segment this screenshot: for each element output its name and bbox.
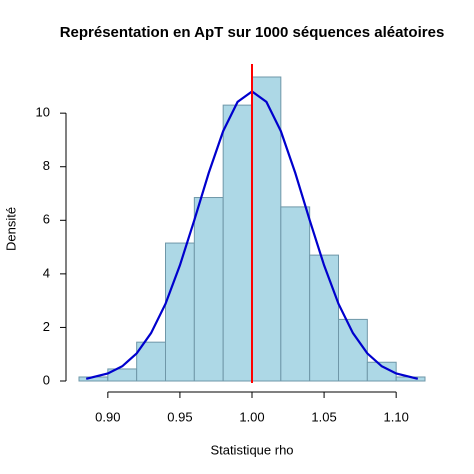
y-tick-label: 0	[43, 372, 50, 387]
bar	[280, 206, 311, 382]
x-tick-label: 0.95	[167, 409, 192, 424]
y-tick-label: 6	[43, 212, 50, 227]
bar	[309, 254, 339, 382]
chart-title: Représentation en ApT sur 1000 séquences…	[60, 24, 445, 41]
y-axis-label: Densité	[3, 207, 18, 251]
x-tick-label: 1.00	[239, 409, 264, 424]
bar	[222, 104, 253, 382]
x-axis-label: Statistique rho	[210, 442, 293, 457]
y-tick-label: 2	[43, 319, 50, 334]
bar	[193, 197, 224, 382]
bar	[338, 318, 368, 382]
x-tick-label: 1.10	[384, 409, 409, 424]
bar	[366, 361, 397, 382]
y-tick-label: 4	[43, 265, 50, 280]
y-tick-label: 8	[43, 158, 50, 173]
x-tick-label: 0.90	[95, 409, 120, 424]
bar	[136, 341, 167, 382]
x-tick-label: 1.05	[311, 409, 336, 424]
y-tick-label: 10	[36, 105, 50, 120]
